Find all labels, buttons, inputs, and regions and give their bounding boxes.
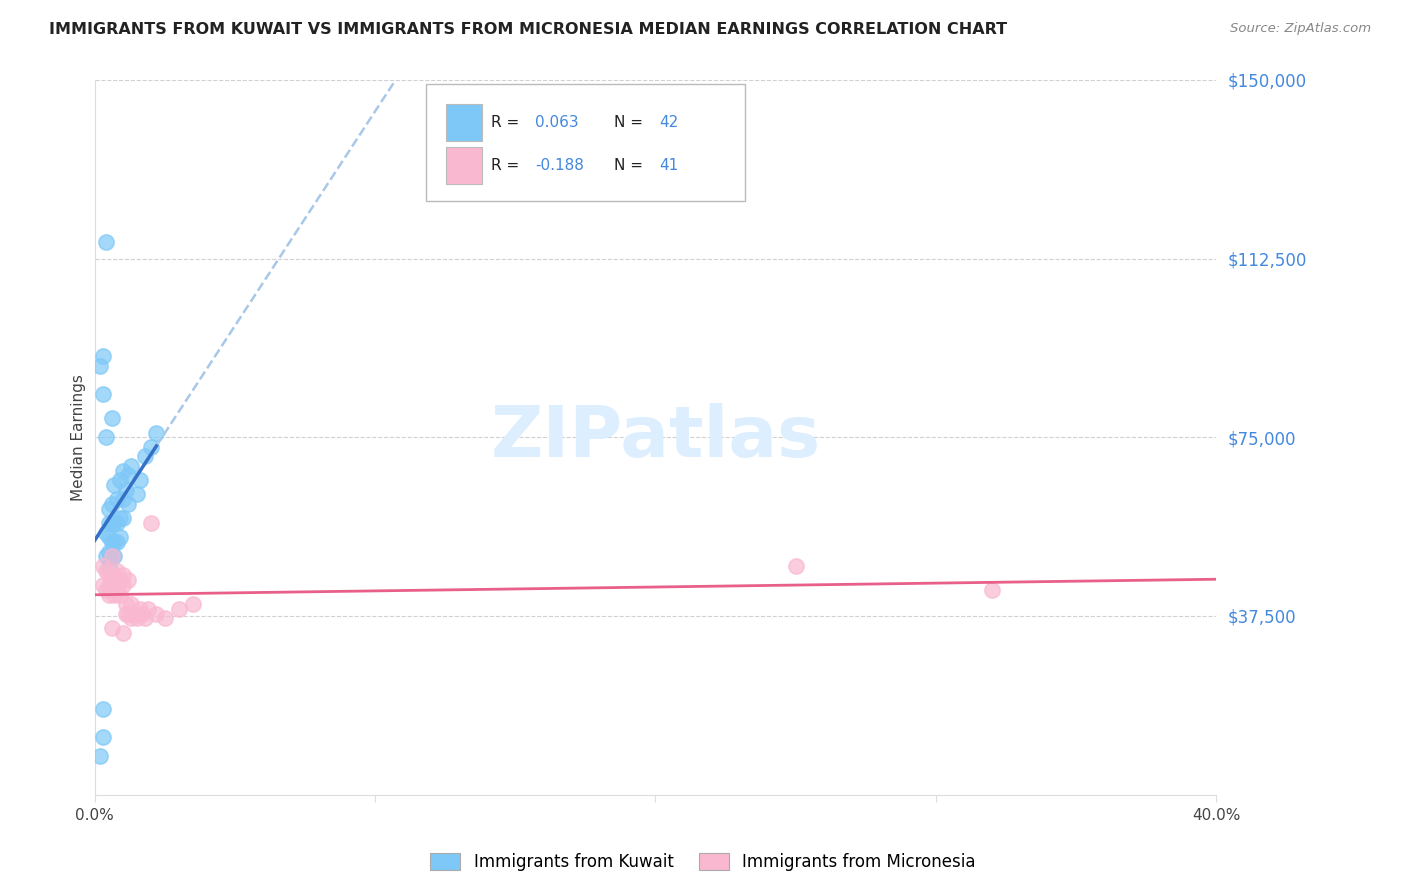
Point (122, 607, 145, 621)
Point (100, 497, 122, 511)
Point (785, 558, 807, 573)
Point (100, 516, 122, 530)
Point (111, 492, 134, 507)
Point (103, 549, 125, 564)
Point (117, 497, 139, 511)
Point (94, 582, 117, 597)
Point (105, 564, 128, 578)
Point (91, 702, 114, 716)
FancyBboxPatch shape (426, 84, 745, 202)
Point (114, 607, 136, 621)
Point (91, 731, 114, 745)
Point (91, 387, 114, 401)
Point (120, 458, 142, 473)
FancyBboxPatch shape (446, 104, 482, 142)
Text: 41: 41 (659, 158, 678, 173)
Point (94, 235, 117, 249)
Text: -0.188: -0.188 (536, 158, 585, 173)
Point (97, 501, 120, 516)
Point (105, 492, 128, 507)
Point (100, 568, 122, 582)
Point (108, 473, 131, 487)
Text: 42: 42 (659, 115, 678, 130)
Point (167, 602, 190, 616)
Point (111, 511, 134, 525)
Text: N =: N = (614, 115, 648, 130)
Point (91, 578, 114, 592)
Point (111, 568, 134, 582)
Point (125, 487, 148, 501)
Point (125, 611, 148, 625)
Point (100, 582, 122, 597)
Point (105, 573, 128, 587)
Point (111, 578, 134, 592)
Point (117, 607, 139, 621)
Point (128, 473, 150, 487)
Point (139, 440, 162, 454)
Point (103, 568, 125, 582)
Legend: Immigrants from Kuwait, Immigrants from Micronesia: Immigrants from Kuwait, Immigrants from … (422, 845, 984, 880)
Point (114, 597, 136, 611)
Point (97, 516, 120, 530)
Point (128, 602, 150, 616)
Point (94, 549, 117, 564)
Text: IMMIGRANTS FROM KUWAIT VS IMMIGRANTS FROM MICRONESIA MEDIAN EARNINGS CORRELATION: IMMIGRANTS FROM KUWAIT VS IMMIGRANTS FRO… (49, 22, 1007, 37)
Point (108, 573, 131, 587)
Point (100, 535, 122, 549)
Point (153, 611, 176, 625)
Point (97, 530, 120, 544)
Text: R =: R = (491, 158, 523, 173)
Point (134, 450, 156, 464)
Point (145, 607, 167, 621)
Point (97, 544, 120, 558)
Point (117, 468, 139, 483)
Text: ZIPatlas: ZIPatlas (491, 403, 821, 472)
Point (97, 558, 120, 573)
Point (139, 516, 162, 530)
Point (91, 558, 114, 573)
Y-axis label: Median Earnings: Median Earnings (72, 374, 86, 500)
Point (145, 425, 167, 440)
Point (97, 568, 120, 582)
Point (94, 564, 117, 578)
Point (111, 464, 134, 478)
Text: R =: R = (491, 115, 523, 130)
Point (103, 478, 125, 492)
Point (108, 511, 131, 525)
Point (100, 549, 122, 564)
Text: N =: N = (614, 158, 648, 173)
Point (100, 621, 122, 635)
Point (89, 749, 111, 764)
Point (131, 607, 153, 621)
Point (97, 587, 120, 601)
Point (117, 573, 139, 587)
FancyBboxPatch shape (446, 147, 482, 185)
Point (125, 607, 148, 621)
Point (108, 530, 131, 544)
Point (91, 349, 114, 363)
Point (136, 602, 159, 616)
Point (100, 549, 122, 564)
Point (105, 535, 128, 549)
Text: 0.063: 0.063 (536, 115, 579, 130)
Point (980, 582, 1002, 597)
Point (89, 359, 111, 373)
Point (105, 516, 128, 530)
Point (120, 611, 142, 625)
Point (181, 597, 204, 611)
Point (105, 582, 128, 597)
Point (108, 587, 131, 601)
Point (103, 535, 125, 549)
Point (114, 483, 136, 497)
Point (103, 516, 125, 530)
Point (134, 611, 156, 625)
Point (111, 625, 134, 640)
Point (94, 430, 117, 444)
Point (103, 587, 125, 601)
Point (97, 578, 120, 592)
Point (100, 411, 122, 425)
Point (94, 525, 117, 540)
Text: Source: ZipAtlas.com: Source: ZipAtlas.com (1230, 22, 1371, 36)
Point (120, 597, 142, 611)
